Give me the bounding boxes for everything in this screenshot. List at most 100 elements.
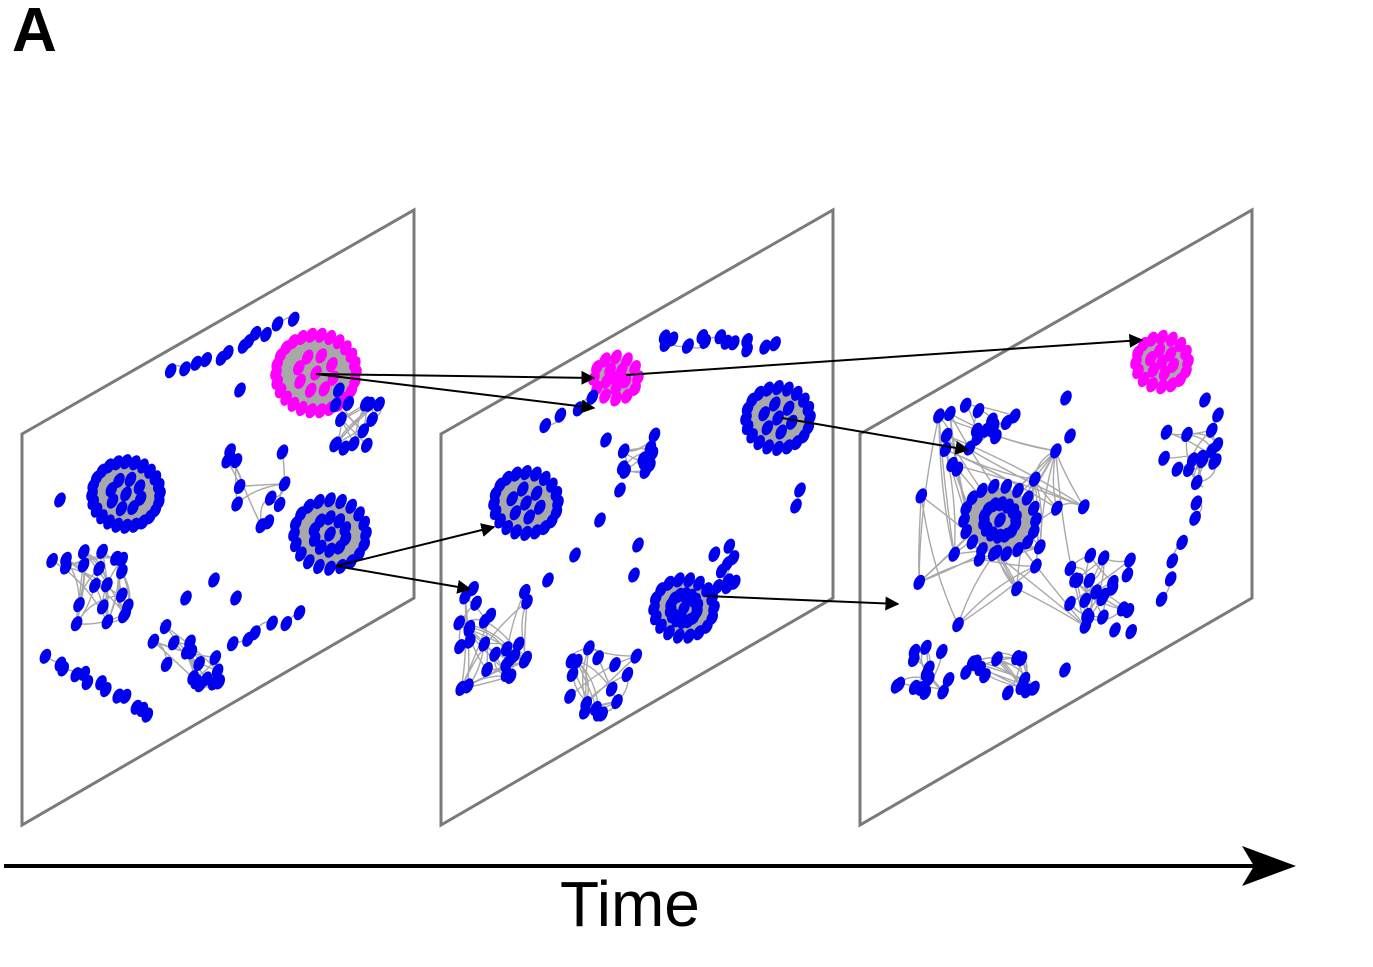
- s2-highlight-community-node: [619, 373, 632, 389]
- s1-dense-community-node: [288, 526, 300, 542]
- s1-dense-community-node: [313, 558, 325, 575]
- s2-isolated-node: [600, 432, 612, 448]
- s2-chain-mid-node: [554, 407, 567, 423]
- s3-cluster-bottom-node: [970, 654, 982, 670]
- s1-chain-bottom-node: [119, 688, 132, 704]
- s1-highlight-community-node: [348, 356, 361, 372]
- s3-merged-core-node: [1027, 500, 1040, 516]
- s1-cluster-bottom-node: [200, 671, 213, 687]
- s3-merged-core-node: [994, 512, 1006, 528]
- s3-cluster-top-node: [971, 430, 984, 446]
- s1-cluster-mid-node: [231, 496, 243, 512]
- s1-dense-community-node: [324, 542, 337, 558]
- arrow-split-highlighted-a: [315, 370, 596, 385]
- s2-chain-top-node: [682, 338, 694, 354]
- s3-merged-community-node: [1030, 558, 1042, 574]
- s1-chain-bottom-node: [81, 675, 94, 691]
- s3-merged-community-node: [1077, 499, 1090, 515]
- s1-highlight-community-node: [324, 329, 337, 346]
- s2-cluster-bottom-node: [583, 640, 595, 656]
- s2-highlight-community-node: [621, 388, 633, 404]
- s3-cluster-lower-node: [1084, 547, 1097, 563]
- s1-chain-top-node: [260, 326, 272, 343]
- s1-dense-community-node: [313, 493, 325, 510]
- s3-merged-core-node: [966, 534, 979, 550]
- s1-highlight-community-node: [310, 365, 322, 381]
- s1-isolated-node: [180, 590, 192, 606]
- s3-merged-core-node: [1000, 478, 1013, 494]
- s2-chain-top-node: [769, 336, 781, 352]
- s2-cluster-mid-node: [617, 443, 630, 459]
- s3-merged-community-edge: [949, 413, 1041, 548]
- s3-cluster-right-node: [1209, 453, 1222, 469]
- s3-highlight-community-node: [1164, 346, 1177, 362]
- s3-cluster-right-node: [1195, 449, 1208, 465]
- s2-dense-community-node: [762, 439, 774, 455]
- s3-merged-core-node: [966, 490, 979, 506]
- s2-cluster-left-node: [453, 615, 466, 631]
- s2-dense-community-node: [782, 381, 794, 397]
- s2-cluster-right-node: [727, 550, 740, 566]
- s3-cluster-bottom-left-node: [908, 643, 921, 659]
- s1-dense-community-node: [339, 521, 352, 537]
- s2-dense-community-node: [772, 410, 784, 426]
- s1-highlight-community-node: [301, 349, 314, 365]
- s3-cluster-top-node: [1008, 408, 1021, 424]
- s1-cluster-bottom-node: [159, 619, 172, 635]
- s3-merged-core-node: [1000, 546, 1013, 562]
- s2-ring-community-node: [538, 520, 551, 536]
- s3-isolated-node: [1064, 428, 1076, 444]
- s2-cluster-bottom-node: [571, 653, 583, 669]
- s1-cluster-bottom-node: [147, 633, 160, 649]
- s1-chain-top-node: [249, 325, 262, 342]
- s1-cluster-left-node: [96, 599, 109, 615]
- s1-cluster-left-node: [77, 557, 90, 573]
- s3-cluster-bottom-node: [1028, 680, 1040, 696]
- s1-cluster-right-node: [329, 397, 342, 413]
- s3-chain-right-node: [1176, 534, 1188, 550]
- s2-cluster-right-node: [708, 546, 721, 562]
- s3-highlight-community-node: [1146, 377, 1158, 393]
- s3-cluster-lower-node: [1097, 550, 1110, 566]
- s3-merged-community-edge: [957, 565, 1037, 626]
- s2-dense-community-node: [758, 406, 771, 422]
- s3-merged-core-node: [1021, 490, 1034, 506]
- s1-cluster-left-node: [73, 597, 85, 613]
- s3-merged-core-node: [987, 478, 1000, 494]
- s1-cluster-bottom-node: [209, 650, 222, 666]
- s2-cluster-bottom-edge: [569, 655, 637, 697]
- s2-ring-community-node: [530, 524, 542, 540]
- s3-isolated-node: [1199, 392, 1211, 408]
- s1-cluster-right-node: [342, 395, 355, 411]
- s2-isolated-node: [594, 512, 606, 528]
- s1-chain-top-node: [287, 311, 300, 327]
- s3-cluster-bottom-node: [960, 664, 972, 680]
- s2-isolated-node: [794, 482, 806, 498]
- s2-ring-community-node: [516, 481, 529, 497]
- s2-dense-community-node: [782, 400, 795, 416]
- s2-dense-community-node: [761, 420, 774, 436]
- s1-ring-community-node: [128, 517, 141, 533]
- s1-chain-top-node: [190, 355, 203, 371]
- s3-chain-right-node: [1189, 510, 1201, 526]
- s2-dense-community-node: [772, 440, 784, 456]
- s2-cluster-mid-node: [639, 463, 652, 479]
- s2-ring-community-node: [501, 470, 514, 486]
- s3-cluster-bottom-left-node: [908, 679, 921, 695]
- s1-cluster-bottom-node: [187, 670, 199, 686]
- s2-cluster-left-node: [520, 650, 533, 666]
- s1-cluster-left-node: [101, 577, 113, 593]
- s1-cluster-left-node: [96, 543, 108, 559]
- s3-cluster-bottom-left-node: [935, 643, 948, 660]
- arrow-split-a: [335, 523, 496, 567]
- s2-ring-community-node: [509, 505, 522, 521]
- s2-dense-community-node: [762, 381, 774, 397]
- s2-cluster-mid-node: [646, 446, 659, 462]
- s1-highlight-community-node: [294, 373, 306, 389]
- community-arrows: [315, 333, 1144, 611]
- s1-cluster-right-node: [332, 382, 345, 398]
- s1-ring-community-node: [127, 499, 139, 516]
- s3-merged-community-node: [944, 405, 956, 422]
- s2-highlight-community-node: [629, 360, 641, 376]
